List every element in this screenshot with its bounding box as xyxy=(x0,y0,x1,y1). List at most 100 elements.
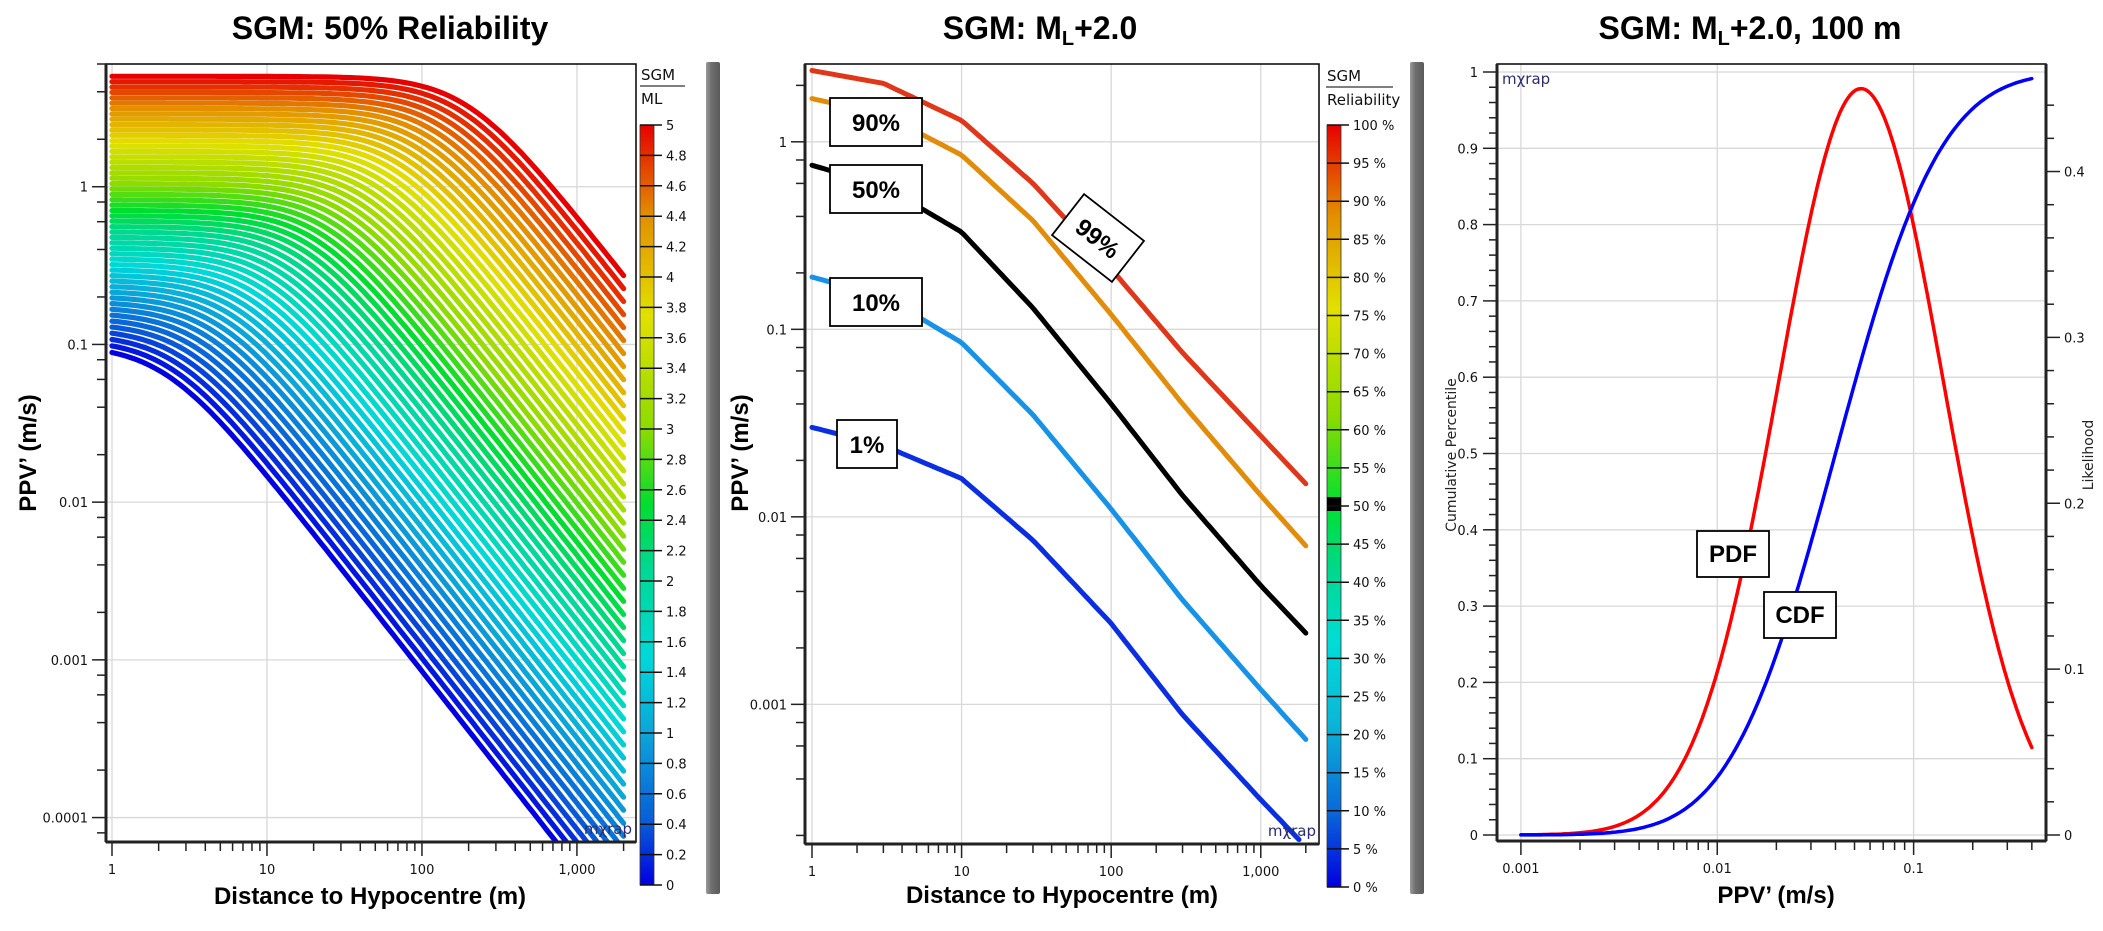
colorbar-tick-label: 4.8 xyxy=(666,149,687,164)
y-right-tick-label: 0.1 xyxy=(2064,663,2085,678)
ml-curve-2.4 xyxy=(109,213,627,618)
ml-curve-0.7 xyxy=(109,306,627,839)
left-colorbar xyxy=(639,124,655,886)
ml-curve-3.5 xyxy=(109,154,627,474)
middle-y-ticks: 0.001 0.01 0.1 1 xyxy=(750,84,805,837)
middle-colorbar-title-top: SGM xyxy=(1327,67,1361,85)
colorbar-tick-label: 1.8 xyxy=(666,605,687,620)
y-left-tick-label: 0.5 xyxy=(1457,448,1478,463)
ml-curve-3.1 xyxy=(109,175,627,526)
y-tick-label: 0.01 xyxy=(758,511,787,526)
middle-grid xyxy=(805,64,1318,844)
reliability-curve-1pct xyxy=(809,424,1302,843)
x-tick-label: 0.1 xyxy=(1903,862,1924,877)
left-brand-watermark: mχrap xyxy=(584,820,632,838)
y-right-tick-label: 0 xyxy=(2064,829,2072,844)
colorbar-tick-label: 15 % xyxy=(1353,767,1386,782)
right-title-sub: L xyxy=(1717,28,1730,50)
label-text: 90% xyxy=(852,110,900,137)
colorbar-tick-label: 60 % xyxy=(1353,424,1386,439)
ml-curve-3.4 xyxy=(109,159,627,487)
y-left-tick-label: 0.1 xyxy=(1457,753,1478,768)
right-grid xyxy=(1497,64,2046,841)
ml-curve-0.6 xyxy=(109,312,622,842)
label-box xyxy=(836,419,898,469)
ml-curve-4.6 xyxy=(109,95,627,331)
ml-curve-2.9 xyxy=(109,186,627,552)
colorbar-tick-label: 20 % xyxy=(1353,729,1386,744)
ml-curve-2.3 xyxy=(109,218,627,631)
ml-curve-0.5 xyxy=(109,318,611,842)
ml-curve-0.2 xyxy=(109,336,581,842)
left-panel-scrollbar[interactable] xyxy=(706,62,720,894)
middle-chart-title: SGM: ML+2.0 xyxy=(790,10,1290,51)
colorbar-tick-label: 65 % xyxy=(1353,386,1386,401)
middle-title-rest: +2.0 xyxy=(1074,10,1138,46)
label-box xyxy=(1763,591,1837,639)
right-brand-watermark: mχrap xyxy=(1502,70,1550,88)
colorbar-tick-label: 0 % xyxy=(1353,881,1378,896)
right-title-rest: +2.0, 100 m xyxy=(1729,10,1902,46)
left-colorbar-ticks: 5 4.8 4.6 4.4 4.2 4 3.8 3.6 3.4 3.2 3 2.8 2.6 2.4 2.2 2… xyxy=(640,119,687,894)
right-curves xyxy=(1519,76,2034,837)
right-left-y-axis-title: Cumulative Percentile xyxy=(1444,378,1460,531)
colorbar-tick-label: 2 xyxy=(666,575,674,590)
y-left-tick-label: 0.4 xyxy=(1457,524,1478,539)
y-left-tick-label: 0.8 xyxy=(1457,219,1478,234)
colorbar-tick-label: 100 % xyxy=(1353,119,1394,134)
ml-curve-3.3 xyxy=(109,164,627,500)
ml-curve-2.7 xyxy=(109,197,627,578)
colorbar-tick-label: 0.6 xyxy=(666,788,687,803)
ml-curve-2.0 xyxy=(109,234,627,670)
ml-curve-4.1 xyxy=(109,122,627,396)
colorbar-tick-label: 75 % xyxy=(1353,310,1386,325)
colorbar-tick-label: 80 % xyxy=(1353,271,1386,286)
middle-brand-watermark: mχrap xyxy=(1268,822,1316,840)
ml-curve-3.7 xyxy=(109,143,627,448)
colorbar-tick-label: 2.4 xyxy=(666,514,687,529)
ml-curve-1.2 xyxy=(109,278,627,774)
colorbar-tick-label: 55 % xyxy=(1353,462,1386,477)
middle-x-ticks: 1 10 100 1,000 xyxy=(808,844,1307,880)
ml-curve-3.6 xyxy=(109,148,627,461)
colorbar-tick-label: 10 % xyxy=(1353,805,1386,820)
middle-colorbar-title-bottom: Reliability xyxy=(1327,91,1400,109)
ml-curve-3.2 xyxy=(109,170,627,513)
colorbar-tick-label: 4.6 xyxy=(666,180,687,195)
colorbar-tick-label: 35 % xyxy=(1353,614,1386,629)
y-left-tick-label: 0.7 xyxy=(1457,295,1478,310)
left-x-ticks: 1 10 100 1,000 xyxy=(108,842,625,878)
x-tick-label: 0.01 xyxy=(1703,862,1732,877)
left-x-axis-title: Distance to Hypocentre (m) xyxy=(214,883,526,910)
ml-curve-0.9 xyxy=(109,295,627,813)
label-box xyxy=(829,97,923,147)
colorbar-tick-label: 2.8 xyxy=(666,453,687,468)
colorbar-tick-label: 3 xyxy=(666,423,674,438)
cdf-curve xyxy=(1519,76,2034,837)
ml-curve-4.0 xyxy=(109,127,627,409)
colorbar-tick-label: 30 % xyxy=(1353,652,1386,667)
colorbar-tick-label: 40 % xyxy=(1353,576,1386,591)
middle-panel-scrollbar[interactable] xyxy=(1410,62,1424,894)
right-left-y-ticks: 0 0.1 0.2 0.3 0.4 0.5 0.6 0.7 0.8 0.9 1 xyxy=(1457,66,1497,844)
x-tick-label: 1,000 xyxy=(558,863,595,878)
y-left-tick-label: 0.2 xyxy=(1457,676,1478,691)
middle-colorbar-ticks: 100 % 95 % 90 % 85 % 80 % 75 % 70 % 65 % 60 % 55 … xyxy=(1327,119,1394,896)
right-chart: 0.001 0.01 0.1 0 0.1 0.2 0.3 0.4 0.5 0.6 0.7 0.8 0.… xyxy=(1444,63,2097,909)
label-text: 50% xyxy=(852,177,900,204)
colorbar-tick-label: 50 % xyxy=(1353,500,1386,515)
ml-curve-0.4 xyxy=(109,324,601,842)
right-curve-labels: PDF CDF xyxy=(1696,530,1837,639)
ml-curve-4.2 xyxy=(109,116,627,383)
y-right-tick-label: 0.3 xyxy=(2064,331,2085,346)
left-chart-title: SGM: 50% Reliability xyxy=(100,10,680,47)
label-text: 10% xyxy=(852,290,900,317)
middle-title-main: SGM: M xyxy=(942,10,1062,46)
colorbar-tick-label: 90 % xyxy=(1353,195,1386,210)
middle-colorbar-highlight-50 xyxy=(1327,497,1341,511)
ml-curve-3.8 xyxy=(109,138,627,435)
label-box xyxy=(829,277,923,327)
y-left-tick-label: 1 xyxy=(1470,66,1478,81)
left-colorbar-title-top: SGM xyxy=(641,66,675,84)
colorbar-tick-label: 5 xyxy=(666,119,674,134)
